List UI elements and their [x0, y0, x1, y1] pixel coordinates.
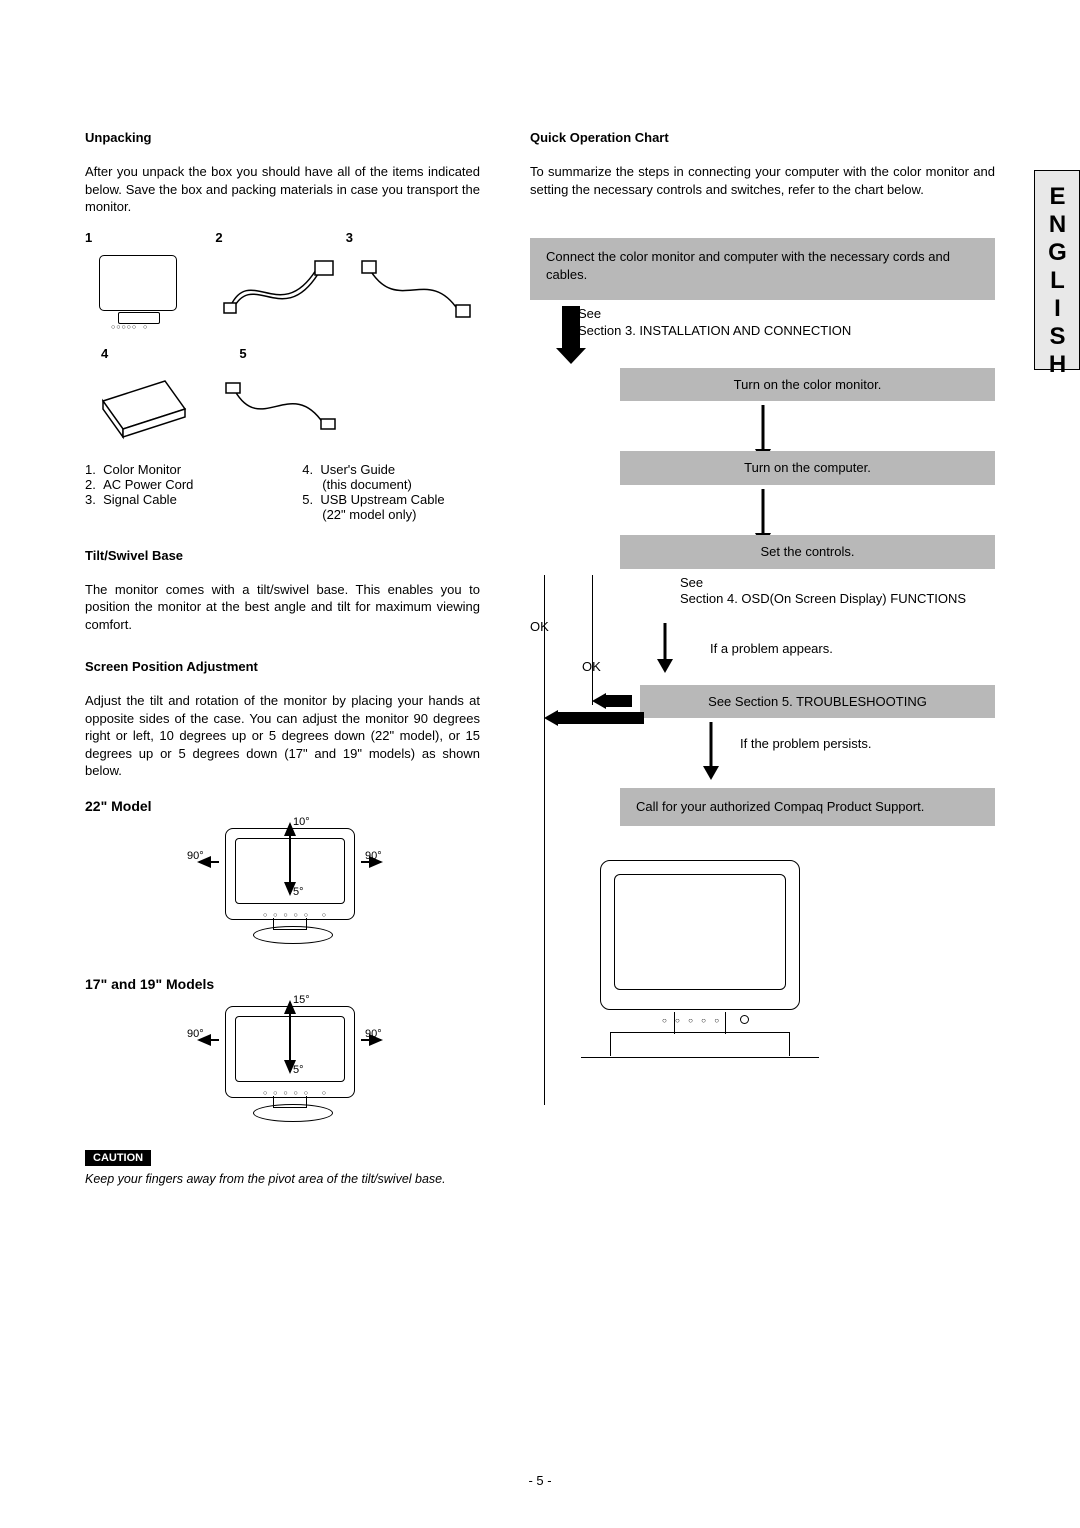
flow-note-1: SeeSection 3. INSTALLATION AND CONNECTIO…: [578, 306, 995, 340]
model22-label: 22" Model: [85, 798, 480, 814]
language-tab: ENGLISH: [1034, 170, 1080, 370]
illustration-row-1: ○○○○○ ○: [85, 245, 480, 338]
num-4: 4: [85, 346, 215, 361]
deg-left-1719: 90°: [187, 1028, 204, 1040]
flowchart: Connect the color monitor and computer w…: [530, 238, 995, 1066]
item-numbers-row2: 4 5: [85, 346, 480, 361]
deg-up-22: 10°: [293, 816, 310, 828]
items-list: 1. Color Monitor 2. AC Power Cord 3. Sig…: [85, 462, 480, 522]
monitor-illustration: ○ ○ ○ ○ ○: [570, 856, 830, 1066]
num-1: 1: [85, 230, 215, 245]
qoc-heading: Quick Operation Chart: [530, 130, 995, 145]
flow-step-3: Turn on the computer.: [620, 451, 995, 485]
illus-monitor: ○○○○○ ○: [85, 245, 207, 335]
tilt-heading: Tilt/Swivel Base: [85, 548, 480, 563]
illus-guide: [85, 361, 207, 454]
flow-step-6: Call for your authorized Compaq Product …: [620, 788, 995, 826]
item-4: 4. User's Guide: [302, 462, 480, 477]
deg-right-1719: 90°: [365, 1028, 382, 1040]
flow-step-5: See Section 5. TROUBLESHOOTING: [640, 685, 995, 719]
num-5: 5: [215, 346, 345, 361]
tilt-body: The monitor comes with a tilt/swivel bas…: [85, 581, 480, 634]
left-column: Unpacking After you unpack the box you s…: [85, 130, 480, 1186]
deg-right-22: 90°: [365, 850, 382, 862]
unpacking-body: After you unpack the box you should have…: [85, 163, 480, 216]
spa-heading: Screen Position Adjustment: [85, 659, 480, 674]
item-3: 3. Signal Cable: [85, 492, 302, 507]
item-numbers-row1: 1 2 3: [85, 230, 480, 245]
flow-step-2: Turn on the color monitor.: [620, 368, 995, 402]
qoc-intro: To summarize the steps in connecting you…: [530, 163, 995, 198]
caution-badge: CAUTION: [85, 1150, 151, 1166]
tilt-diagram-22: ○ ○ ○ ○ ○ ○ 10° 5° 90° 90°: [195, 818, 480, 958]
deg-down-1719: 5°: [293, 1064, 304, 1076]
item-5b: (22" model only): [302, 507, 480, 522]
num-3: 3: [346, 230, 476, 245]
illus-power-cord: [221, 245, 343, 338]
item-2: 2. AC Power Cord: [85, 477, 302, 492]
illus-usb-cable: [221, 361, 343, 454]
problem-label: If a problem appears.: [710, 641, 833, 656]
item-5: 5. USB Upstream Cable: [302, 492, 480, 507]
page-number: - 5 -: [528, 1473, 551, 1488]
flow-step-1: Connect the color monitor and computer w…: [530, 238, 995, 300]
deg-up-1719: 15°: [293, 994, 310, 1006]
model1719-label: 17" and 19" Models: [85, 976, 480, 992]
unpacking-heading: Unpacking: [85, 130, 480, 145]
spa-body: Adjust the tilt and rotation of the moni…: [85, 692, 480, 780]
language-tab-text: ENGLISH: [1043, 183, 1071, 379]
deg-down-22: 5°: [293, 886, 304, 898]
persists-label: If the problem persists.: [740, 736, 872, 751]
flow-note-4: SeeSection 4. OSD(On Screen Display) FUN…: [680, 575, 995, 609]
illustration-row-2: [85, 361, 480, 454]
flow-step-4: Set the controls.: [620, 535, 995, 569]
tilt-diagram-1719: ○ ○ ○ ○ ○ ○ 15° 5° 90° 90°: [195, 996, 480, 1136]
ok-label-1: OK: [530, 619, 549, 634]
caution-text: Keep your fingers away from the pivot ar…: [85, 1172, 480, 1186]
item-1: 1. Color Monitor: [85, 462, 302, 477]
right-column: Quick Operation Chart To summarize the s…: [530, 130, 995, 1186]
item-4b: (this document): [302, 477, 480, 492]
deg-left-22: 90°: [187, 850, 204, 862]
num-2: 2: [215, 230, 345, 245]
illus-signal-cable: [358, 245, 480, 338]
